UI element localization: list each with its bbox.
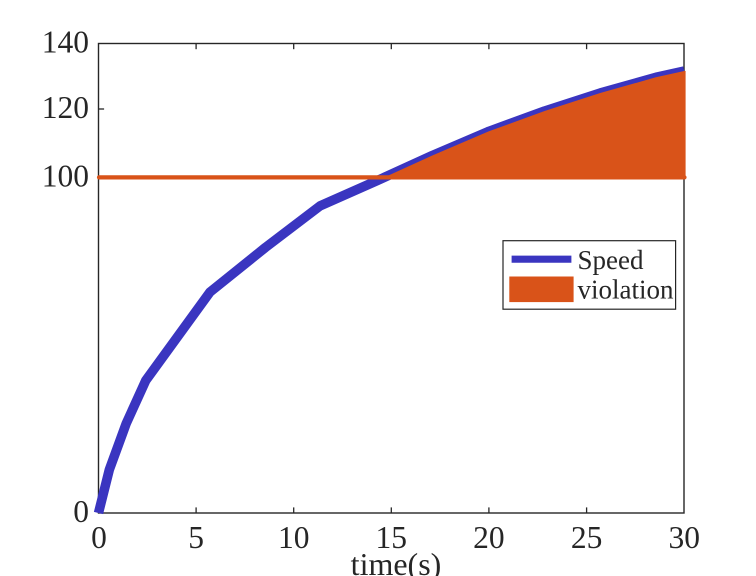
svg-text:100: 100 [42,158,89,193]
svg-text:Speed: Speed [578,245,644,275]
svg-text:20: 20 [473,520,505,555]
svg-text:0: 0 [73,494,89,529]
svg-text:violation: violation [578,275,674,305]
svg-text:25: 25 [571,520,603,555]
svg-text:120: 120 [42,90,89,125]
svg-text:10: 10 [278,520,310,555]
svg-text:5: 5 [188,520,204,555]
svg-text:0: 0 [91,520,107,555]
svg-text:140: 140 [42,25,89,60]
svg-text:15: 15 [376,520,408,555]
svg-text:30: 30 [668,520,700,555]
svg-text:time(s): time(s) [351,546,442,576]
